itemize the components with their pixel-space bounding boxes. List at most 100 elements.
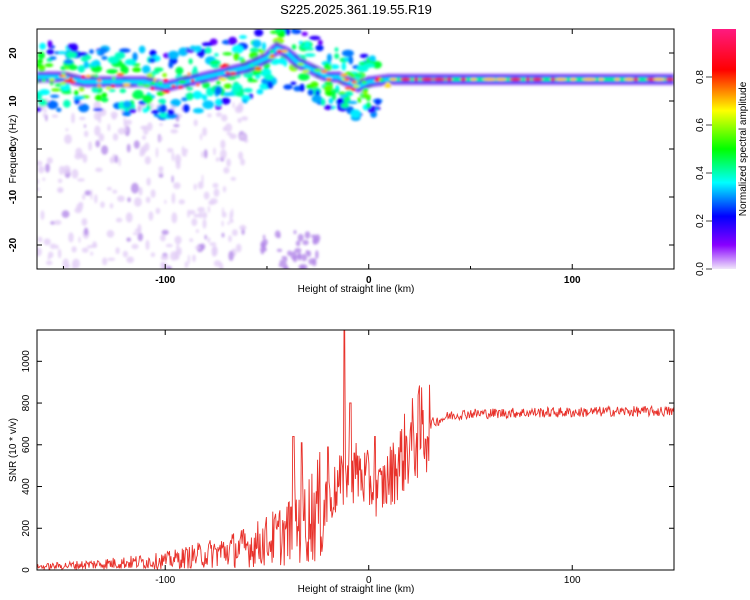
speckle bbox=[207, 205, 210, 213]
speckle bbox=[181, 146, 185, 156]
ridge-peak bbox=[470, 77, 477, 81]
colorbar-ticks: 0.0 0.2 0.4 0.6 0.8 bbox=[695, 70, 712, 276]
ridge-spot bbox=[94, 74, 99, 78]
speckle bbox=[241, 116, 249, 121]
speckle bbox=[244, 138, 249, 143]
spectral-blob bbox=[304, 53, 316, 57]
speckle bbox=[53, 220, 62, 225]
x-tick-label: -100 bbox=[155, 575, 175, 586]
ridge-peak bbox=[482, 77, 497, 81]
spectral-blob bbox=[341, 49, 354, 57]
spectral-blob bbox=[122, 110, 132, 117]
y-tick-label: 1000 bbox=[21, 350, 32, 373]
ridge-peak bbox=[582, 77, 596, 81]
speckle bbox=[304, 231, 311, 239]
ridge-spot bbox=[276, 49, 283, 53]
speckle bbox=[208, 200, 215, 205]
spectral-blob bbox=[337, 91, 347, 95]
speckle bbox=[90, 251, 94, 256]
speckle bbox=[58, 165, 65, 175]
spectral-blob bbox=[236, 91, 245, 97]
speckle bbox=[183, 148, 188, 154]
spectral-blob bbox=[201, 94, 208, 101]
ridge-peak bbox=[570, 77, 577, 81]
ridge-spot bbox=[270, 54, 275, 58]
ridge-spot bbox=[190, 79, 195, 83]
speckle bbox=[146, 177, 151, 186]
spectral-blob bbox=[142, 94, 153, 104]
speckle bbox=[293, 230, 297, 235]
speckle bbox=[302, 239, 309, 246]
speckle bbox=[37, 165, 45, 174]
speckle bbox=[159, 123, 163, 126]
x-tick-label: 0 bbox=[366, 575, 372, 586]
y-tick-label: 600 bbox=[21, 436, 32, 453]
speckle bbox=[142, 145, 147, 155]
speckle bbox=[166, 265, 172, 269]
speckle bbox=[278, 262, 283, 268]
ridge-spot bbox=[122, 83, 131, 87]
y-tick-label: 800 bbox=[21, 394, 32, 411]
spectral-blob bbox=[348, 55, 354, 65]
spectral-blob bbox=[74, 90, 79, 96]
spectral-blob bbox=[323, 84, 333, 92]
speckle bbox=[82, 193, 86, 200]
spectral-blob bbox=[142, 107, 149, 113]
spectral-blob bbox=[90, 61, 98, 67]
speckle bbox=[202, 218, 207, 229]
y-tick-label: 10 bbox=[8, 95, 19, 107]
colorbar-scale bbox=[712, 29, 736, 269]
ridge-spot bbox=[177, 85, 184, 89]
speckle bbox=[160, 234, 166, 242]
ridge-spot bbox=[110, 84, 115, 88]
spectral-blob bbox=[249, 47, 259, 53]
speckle bbox=[93, 112, 101, 121]
ridge-peak bbox=[652, 77, 665, 81]
spectral-blob bbox=[220, 97, 231, 105]
spectral-blob bbox=[239, 35, 247, 39]
spectral-blob bbox=[270, 15, 280, 20]
ridge-spot bbox=[178, 80, 187, 84]
speckle bbox=[145, 196, 151, 203]
colorbar-tick-label: 0.0 bbox=[695, 262, 706, 276]
ridge-spot bbox=[321, 70, 327, 74]
ridge-peak bbox=[598, 77, 604, 81]
ridge-spot bbox=[157, 81, 163, 85]
spectral-blob bbox=[37, 59, 44, 64]
spectral-blob bbox=[46, 49, 55, 55]
colorbar-tick-label: 0.8 bbox=[695, 70, 706, 84]
spectral-blob bbox=[291, 29, 296, 33]
spectral-blob bbox=[291, 44, 297, 50]
ridge-spot bbox=[48, 78, 55, 82]
ridge-spot bbox=[229, 71, 237, 75]
spectral-blob bbox=[69, 43, 79, 52]
speckle bbox=[143, 125, 149, 135]
spectral-blob bbox=[372, 61, 382, 69]
spectral-blob bbox=[320, 98, 326, 106]
speckle bbox=[167, 148, 174, 153]
spectral-blob bbox=[232, 44, 244, 54]
speckle bbox=[141, 135, 147, 140]
ridge-spot bbox=[219, 64, 227, 68]
ridge-peak bbox=[633, 77, 639, 81]
spectral-blob bbox=[369, 55, 376, 63]
speckle bbox=[45, 114, 48, 122]
spectral-blob bbox=[308, 35, 321, 41]
ridge-spot bbox=[353, 84, 360, 88]
snr-ylabel: SNR (10 * v/v) bbox=[8, 418, 19, 482]
y-tick-label: 20 bbox=[8, 47, 19, 59]
speckle bbox=[259, 247, 267, 252]
speckle bbox=[198, 212, 203, 219]
spectral-blob bbox=[101, 92, 108, 98]
spectral-blob bbox=[192, 66, 198, 75]
speckle bbox=[92, 241, 97, 249]
speckle bbox=[127, 197, 131, 203]
spectral-blob bbox=[222, 92, 234, 97]
speckle bbox=[140, 146, 143, 152]
speckle bbox=[232, 229, 238, 237]
ridge-peak bbox=[400, 77, 412, 81]
speckle bbox=[126, 256, 134, 264]
spectral-blob bbox=[228, 36, 238, 46]
speckle bbox=[106, 230, 115, 238]
speckle bbox=[231, 208, 234, 219]
